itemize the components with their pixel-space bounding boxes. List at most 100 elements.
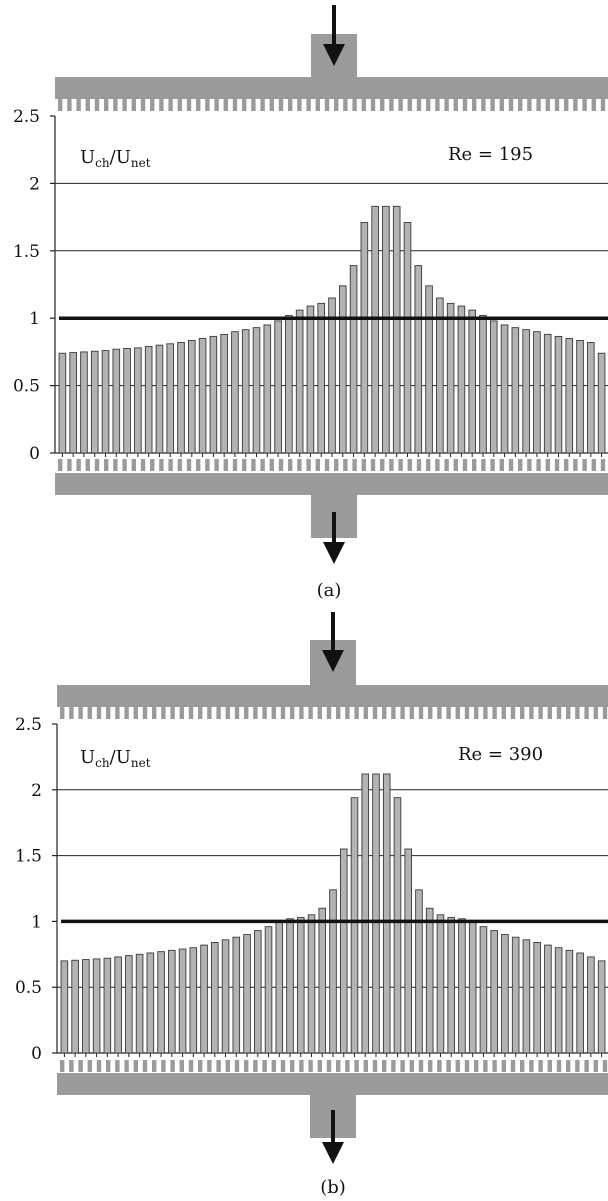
manifold-tooth (122, 459, 127, 471)
manifold-tooth (593, 707, 598, 719)
manifold-tooth (453, 459, 458, 471)
manifold-tooth (490, 459, 495, 471)
manifold-tooth (67, 459, 72, 471)
manifold-tooth (131, 459, 136, 471)
arrow-down-icon (322, 612, 344, 672)
manifold-tooth (251, 459, 256, 471)
manifold-tooth (582, 459, 587, 471)
manifold-tooth (352, 99, 357, 111)
manifold-tooth (214, 99, 219, 111)
manifold-tooth (188, 707, 194, 719)
bar (274, 320, 282, 454)
manifold-tooth (444, 459, 449, 471)
bar (372, 773, 380, 1054)
bar (393, 797, 402, 1054)
manifold-tooth (78, 707, 83, 719)
manifold-tooth (280, 707, 286, 719)
manifold-tooth (529, 707, 534, 719)
manifold-tooth (198, 707, 203, 719)
manifold-tooth (361, 99, 366, 111)
bar (166, 343, 175, 454)
bar (458, 918, 466, 1054)
manifold-tooth (104, 99, 109, 111)
manifold-tooth (177, 459, 182, 471)
manifold-tooth (124, 1060, 129, 1072)
bar (80, 351, 88, 454)
manifold-tooth (343, 99, 348, 111)
manifold-tooth (426, 459, 431, 471)
y-tick-label: 2 (29, 174, 40, 194)
manifold-tooth (363, 1060, 368, 1072)
manifold-tooth (382, 1060, 387, 1072)
manifold-tooth (60, 1060, 65, 1072)
manifold-tooth (67, 99, 72, 111)
bar (103, 957, 112, 1054)
manifold-tooth (435, 99, 440, 111)
manifold-tooth (501, 707, 506, 719)
bar (446, 302, 455, 454)
bar (339, 848, 348, 1054)
manifold-tooth (483, 1060, 488, 1072)
manifold-tooth (205, 459, 210, 471)
manifold-tooth (446, 707, 451, 719)
manifold-tooth (150, 459, 155, 471)
bar (168, 949, 176, 1054)
manifold-tooth (416, 99, 422, 111)
manifold-tooth (288, 99, 293, 111)
bar (436, 297, 444, 454)
manifold-tooth (188, 1060, 194, 1072)
manifold-tooth (472, 99, 477, 111)
manifold-tooth (87, 707, 92, 719)
manifold-tooth (205, 99, 210, 111)
manifold-tooth (527, 459, 532, 471)
manifold-tooth (161, 707, 166, 719)
manifold-tooth (556, 707, 562, 719)
bar (565, 949, 574, 1054)
inlet-manifold (57, 640, 608, 719)
bar (597, 352, 606, 454)
bar (489, 320, 498, 454)
manifold-tooth (207, 1060, 212, 1072)
manifold-tooth (223, 459, 228, 471)
manifold-tooth (297, 99, 302, 111)
bar (307, 914, 316, 1054)
bar (146, 952, 155, 1054)
manifold-tooth (520, 1060, 525, 1072)
manifold-tooth (492, 707, 497, 719)
manifold-tooth (370, 459, 376, 471)
manifold-tooth (133, 1060, 138, 1072)
bar (221, 939, 230, 1054)
bar (189, 947, 198, 1054)
manifold-tooth (115, 707, 120, 719)
bar (125, 955, 133, 1054)
manifold-tooth (85, 99, 90, 111)
manifold-tooth (85, 459, 90, 471)
manifold-tooth (536, 99, 541, 111)
manifold-tooth (324, 459, 330, 471)
manifold-tooth (232, 99, 238, 111)
manifold-tooth (474, 707, 479, 719)
bar (597, 960, 606, 1054)
manifold-tooth (106, 1060, 111, 1072)
manifold-tooth (94, 459, 100, 471)
manifold-tooth (554, 99, 560, 111)
bar (468, 309, 476, 454)
y-quantity-label: Uch/Unet (80, 147, 151, 170)
manifold-tooth (398, 459, 403, 471)
manifold-tooth (391, 1060, 396, 1072)
manifold-tooth (94, 99, 100, 111)
manifold-tooth (308, 707, 313, 719)
manifold-tooth (168, 459, 173, 471)
bar (554, 947, 563, 1054)
manifold-tooth (591, 99, 596, 111)
bar (511, 936, 520, 1054)
bar (243, 934, 251, 1054)
bar (90, 350, 99, 454)
manifold-tooth (573, 459, 578, 471)
manifold-tooth (547, 1060, 552, 1072)
manifold-tooth (244, 707, 249, 719)
manifold-tooth (499, 459, 504, 471)
manifold-tooth (518, 459, 523, 471)
manifold-tooth (234, 707, 240, 719)
bar (200, 944, 208, 1054)
